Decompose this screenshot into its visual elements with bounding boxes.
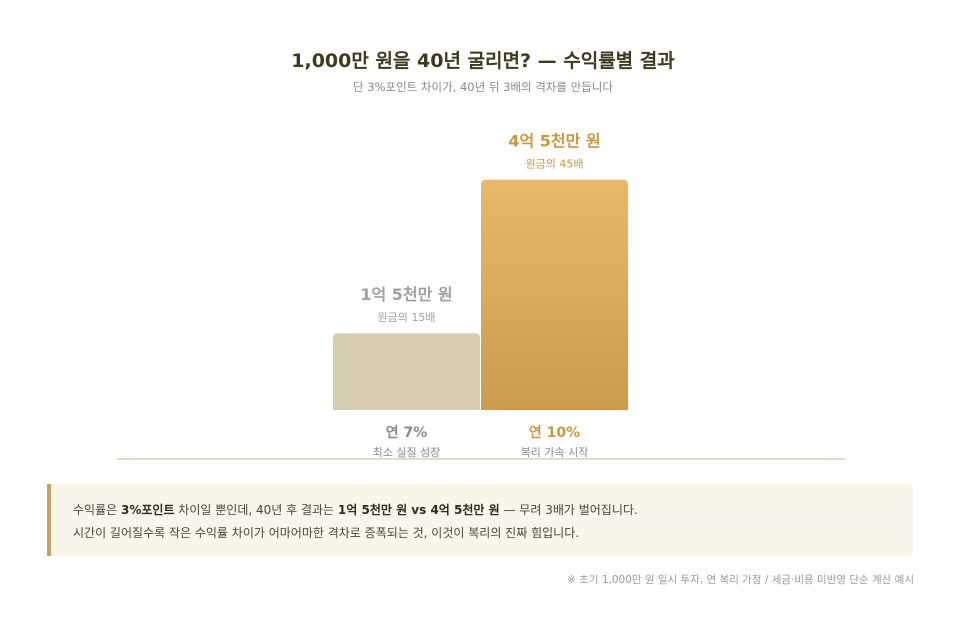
callout-line-1: 수익률은 3%포인트 차이일 뿐인데, 40년 후 결과는 1억 5천만 원 v… xyxy=(73,499,913,522)
callout-text: 차이일 뿐인데, 40년 후 결과는 xyxy=(174,503,338,517)
category-label: 연 7% xyxy=(386,425,428,441)
category-note: 최소 실질 성장 xyxy=(373,446,441,459)
data-label-note: 원금의 15배 xyxy=(378,311,436,324)
footnote: ※ 초기 1,000만 원 일시 투자, 연 복리 가정 / 세금·비용 미반영… xyxy=(567,574,914,586)
callout-text: 수익률은 xyxy=(73,503,121,517)
bar-7pct xyxy=(333,333,480,410)
callout-highlight-result: 1억 5천만 원 vs 4억 5천만 원 xyxy=(337,503,500,517)
category-label: 연 10% xyxy=(529,425,580,441)
chart-title: 1,000만 원을 40년 굴리면? — 수익률별 결과 xyxy=(291,50,675,72)
callout-highlight-diff: 3%포인트 xyxy=(120,503,175,517)
data-label-value: 4억 5천만 원 xyxy=(508,132,600,151)
data-label-note: 원금의 45배 xyxy=(526,158,584,171)
callout-text: — 무려 3배가 벌어집니다. xyxy=(499,503,638,517)
category-note: 복리 가속 시작 xyxy=(521,446,589,459)
callout-line-2: 시간이 길어질수록 작은 수익률 차이가 어마어마한 격차로 증폭되는 것, 이… xyxy=(73,526,580,540)
chart-subtitle: 단 3%포인트 차이가, 40년 뒤 3배의 격차를 만듭니다 xyxy=(353,80,613,94)
insight-callout: 수익률은 3%포인트 차이일 뿐인데, 40년 후 결과는 1억 5천만 원 v… xyxy=(47,484,913,556)
data-label-value: 1억 5천만 원 xyxy=(360,285,452,304)
bar-10pct xyxy=(481,179,628,410)
